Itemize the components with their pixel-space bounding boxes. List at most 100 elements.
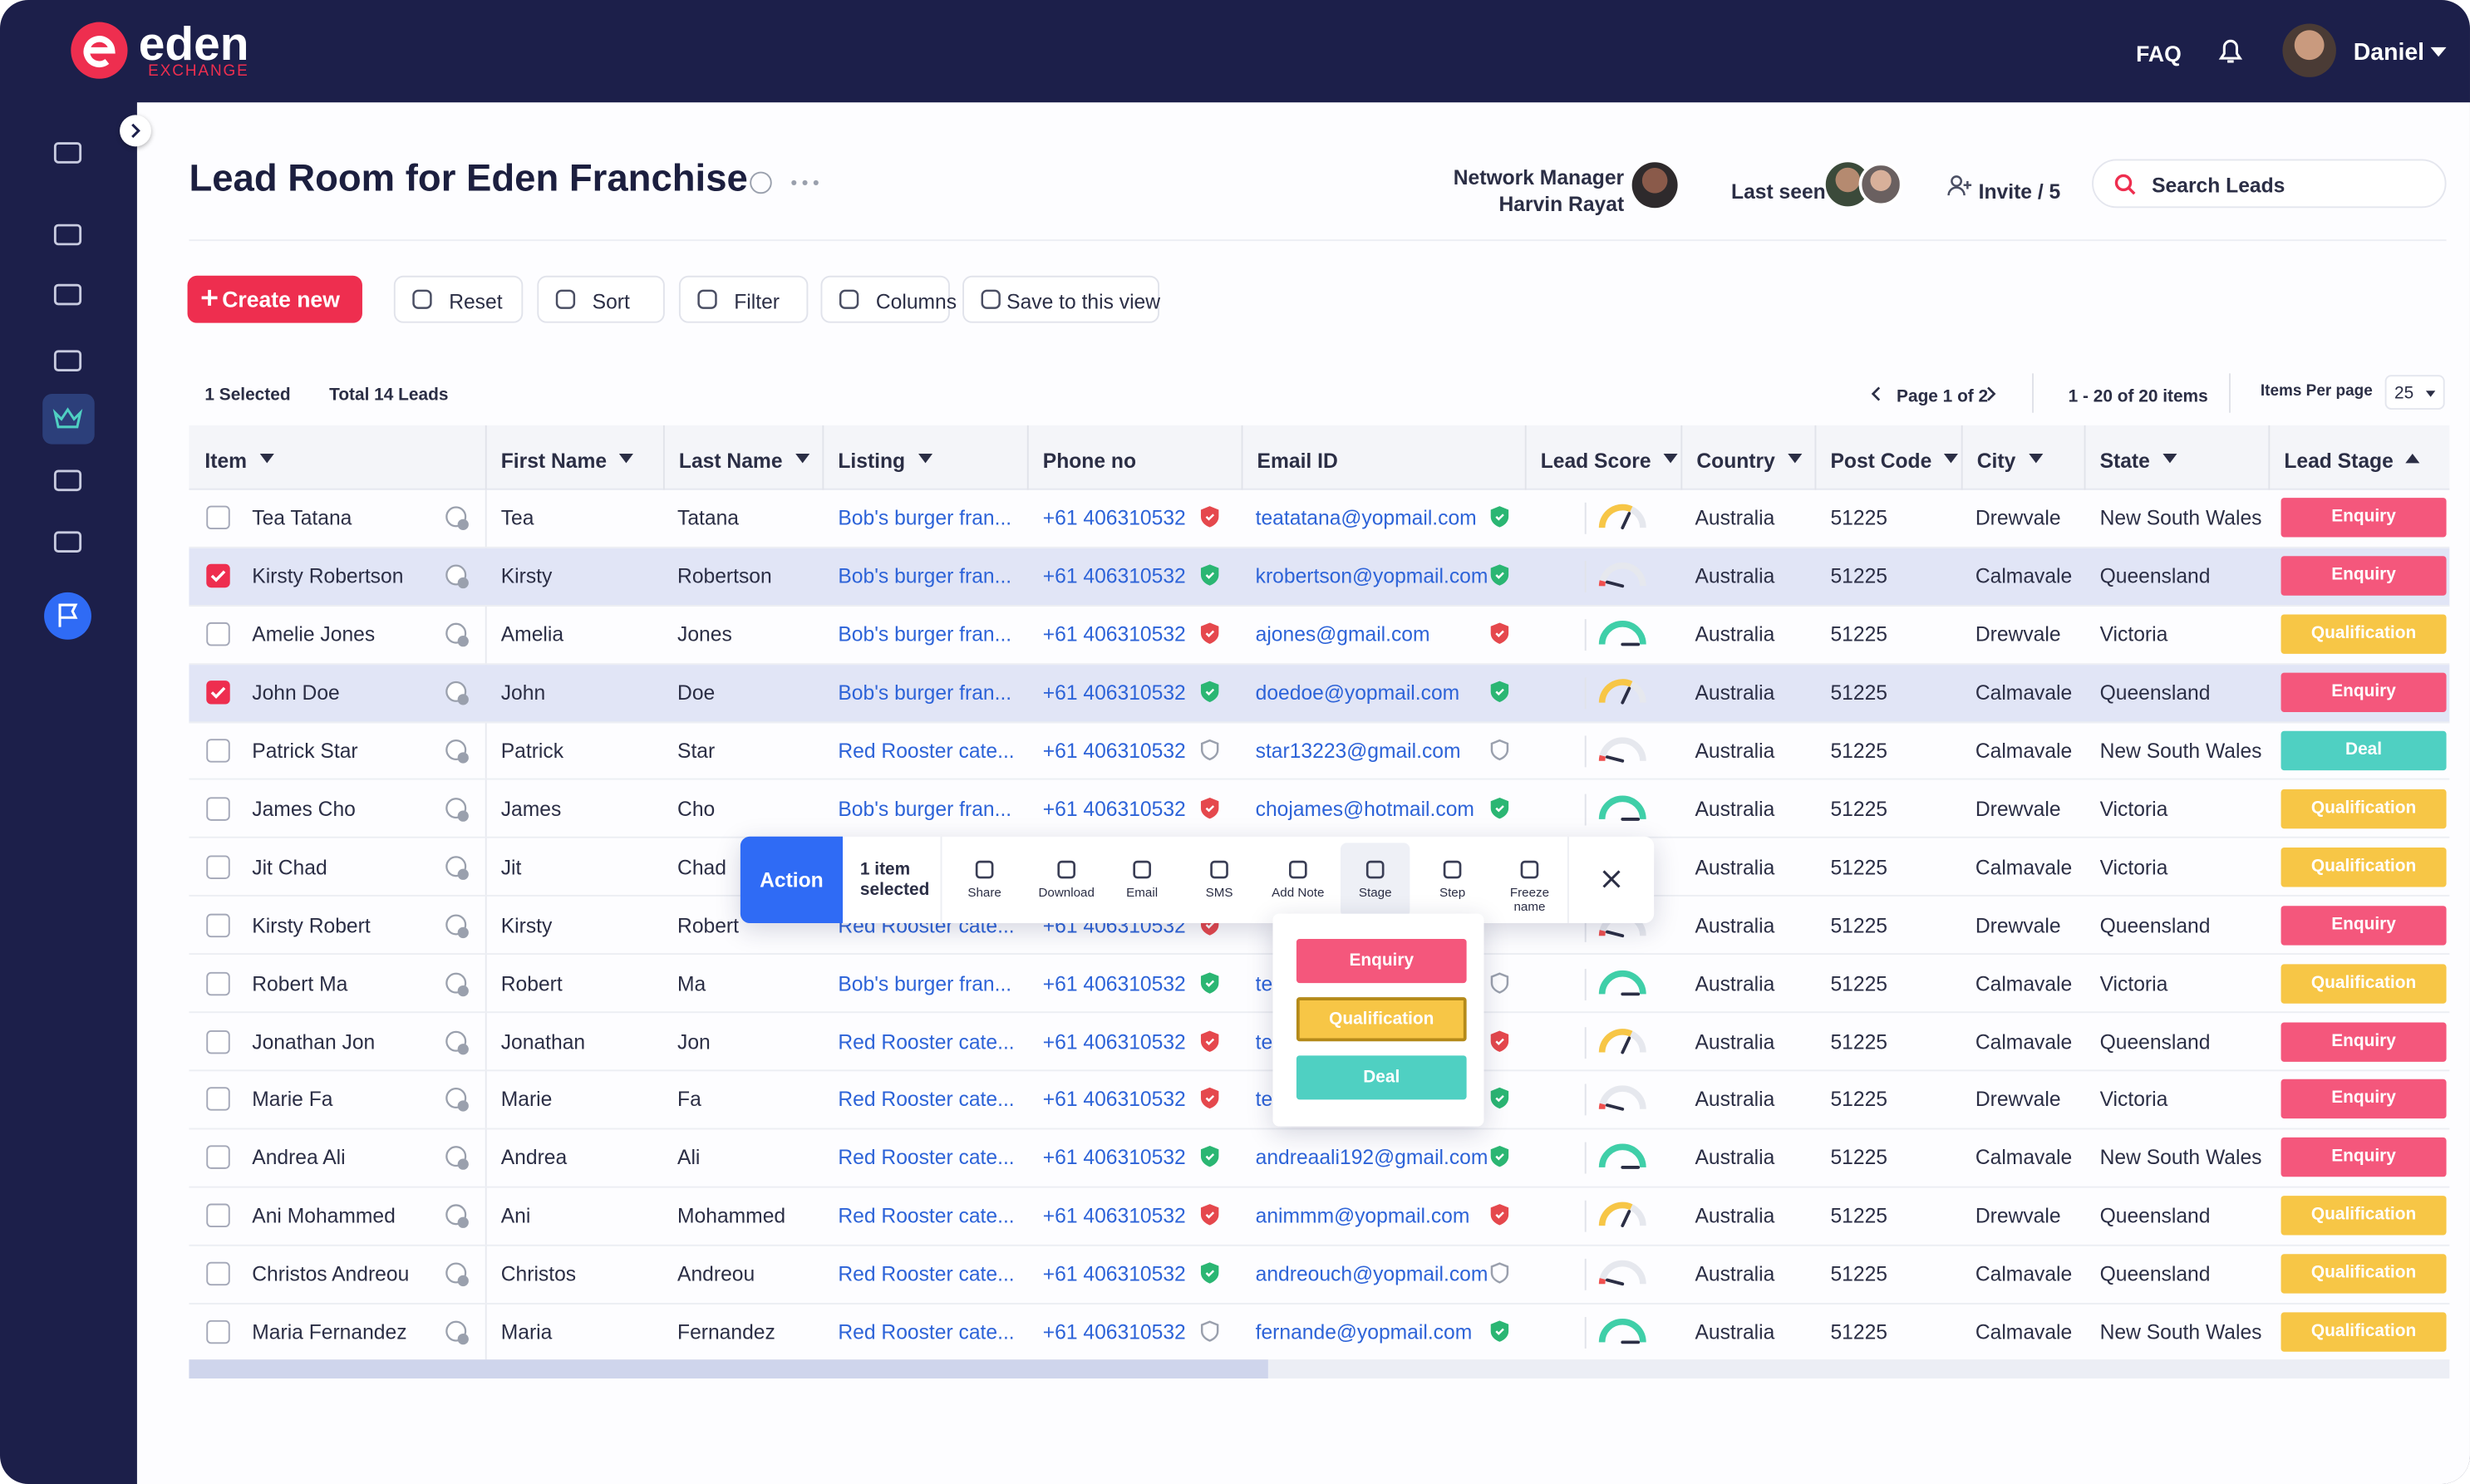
row-checkbox[interactable] [206,1320,229,1344]
row-checkbox[interactable] [206,855,229,878]
cell-3[interactable]: Bob's burger fran... [838,564,1011,587]
tool-label[interactable]: Download [1031,886,1100,900]
cell-5[interactable]: andreaali192@gmail.com [1256,1146,1488,1169]
comment-icon[interactable] [445,739,470,764]
column-header[interactable]: State [2100,449,2150,472]
cell-4[interactable]: +61 406310532 [1043,1320,1186,1344]
cell-3[interactable]: Bob's burger fran... [838,681,1011,704]
comment-icon[interactable] [445,855,470,880]
stage-option[interactable]: Enquiry [1297,939,1467,983]
cell-4[interactable]: +61 406310532 [1043,622,1186,646]
cell-3[interactable]: Bob's burger fran... [838,797,1011,820]
comment-icon[interactable] [445,971,470,996]
cell-4[interactable]: +61 406310532 [1043,1088,1186,1111]
column-header[interactable]: Country [1696,449,1774,472]
tool-label[interactable]: Freeze name [1495,886,1564,914]
sidebar-icon[interactable] [52,219,84,251]
cell-3[interactable]: Red Rooster cate... [838,1146,1014,1169]
sidebar-icon[interactable] [52,526,84,558]
column-header[interactable]: Lead Score [1541,449,1651,472]
column-header[interactable]: First Name [501,449,607,472]
comment-icon[interactable] [445,1088,470,1113]
cell-4[interactable]: +61 406310532 [1043,1262,1186,1285]
user-name[interactable]: Daniel [2354,39,2424,66]
info-icon[interactable] [750,172,772,194]
comment-icon[interactable] [445,1146,470,1171]
row-checkbox[interactable] [206,1262,229,1285]
row-checkbox[interactable] [206,564,229,587]
cell-4[interactable]: +61 406310532 [1043,564,1186,587]
sidebar-icon[interactable] [52,464,84,496]
cell-5[interactable]: te [1256,1029,1273,1053]
sidebar-icon[interactable] [52,403,84,435]
cell-5[interactable]: doedoe@yopmail.com [1256,681,1460,704]
row-checkbox[interactable] [206,1204,229,1227]
comment-icon[interactable] [445,1320,470,1345]
cell-5[interactable]: te [1256,1088,1273,1111]
faq-link[interactable]: FAQ [2136,41,2182,66]
column-header[interactable]: Phone no [1043,449,1136,472]
tool-label[interactable]: Add Note [1263,886,1332,900]
cell-4[interactable]: +61 406310532 [1043,1204,1186,1227]
toolbar-button[interactable]: Save to this view [962,276,1159,323]
cell-3[interactable]: Bob's burger fran... [838,506,1011,529]
user-avatar[interactable] [2282,23,2335,76]
cell-5[interactable]: andreouch@yopmail.com [1256,1262,1488,1285]
comment-icon[interactable] [445,506,470,531]
toolbar-button[interactable]: Filter [679,276,808,323]
stage-option[interactable]: Qualification [1297,997,1467,1041]
column-header[interactable]: Lead Stage [2284,449,2393,472]
column-header[interactable]: Last Name [679,449,783,472]
cell-3[interactable]: Red Rooster cate... [838,1029,1014,1053]
prev-page[interactable] [1870,386,1882,402]
next-page[interactable] [1985,386,1997,402]
sidebar-icon[interactable] [52,137,84,169]
cell-4[interactable]: +61 406310532 [1043,739,1186,762]
row-checkbox[interactable] [206,506,229,529]
stage-badge[interactable]: Enquiry [2281,499,2447,538]
invite-icon[interactable] [1947,174,1972,197]
row-checkbox[interactable] [206,1088,229,1111]
comment-icon[interactable] [445,797,470,822]
tool-icon[interactable] [1055,858,1078,881]
tool-label[interactable]: SMS [1184,886,1253,900]
tool-icon[interactable] [1441,858,1464,881]
stage-option[interactable]: Deal [1297,1055,1467,1099]
cell-4[interactable]: +61 406310532 [1043,797,1186,820]
invite-button[interactable]: Invite / 5 [1979,179,2061,203]
row-checkbox[interactable] [206,1029,229,1053]
stage-badge[interactable]: Qualification [2281,848,2447,887]
stage-badge[interactable]: Qualification [2281,1197,2447,1236]
comment-icon[interactable] [445,681,470,705]
cell-5[interactable]: te [1256,971,1273,995]
stage-badge[interactable]: Qualification [2281,1312,2447,1351]
row-checkbox[interactable] [206,681,229,704]
tool-label[interactable]: Share [950,886,1019,900]
comment-icon[interactable] [445,622,470,647]
sidebar-flag[interactable] [44,592,91,640]
tool-label[interactable]: Stage [1341,886,1410,900]
sidebar-icon[interactable] [52,279,84,311]
row-checkbox[interactable] [206,913,229,936]
stage-badge[interactable]: Qualification [2281,789,2447,828]
tool-icon[interactable] [973,858,996,881]
tool-icon[interactable] [1287,858,1310,881]
cell-5[interactable]: star13223@gmail.com [1256,739,1461,762]
per-page-select[interactable]: 25 [2385,375,2445,410]
cell-5[interactable]: teatatana@yopmail.com [1256,506,1477,529]
cell-3[interactable]: Bob's burger fran... [838,971,1011,995]
tool-icon[interactable] [1518,858,1541,881]
notification-bell[interactable] [2215,35,2246,66]
cell-4[interactable]: +61 406310532 [1043,506,1186,529]
row-checkbox[interactable] [206,1146,229,1169]
comment-icon[interactable] [445,1029,470,1054]
cell-3[interactable]: Bob's burger fran... [838,622,1011,646]
cell-3[interactable]: Red Rooster cate... [838,1088,1014,1111]
column-header[interactable]: Email ID [1257,449,1338,472]
comment-icon[interactable] [445,913,470,938]
column-header[interactable]: City [1977,449,2016,472]
stage-badge[interactable]: Enquiry [2281,557,2447,596]
column-header[interactable]: Post Code [1830,449,1931,472]
cell-4[interactable]: +61 406310532 [1043,971,1186,995]
row-checkbox[interactable] [206,797,229,820]
